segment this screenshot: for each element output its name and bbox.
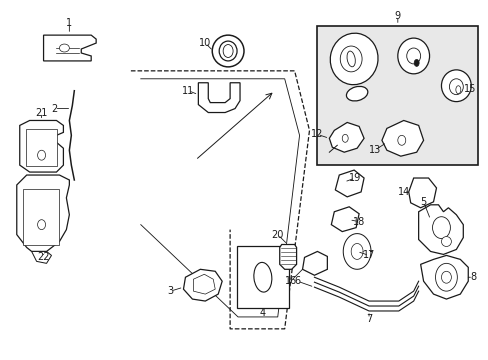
Text: 16: 16 — [284, 276, 296, 286]
Polygon shape — [20, 121, 63, 172]
Polygon shape — [335, 170, 364, 197]
Text: 20: 20 — [271, 230, 284, 239]
FancyBboxPatch shape — [317, 26, 477, 165]
Polygon shape — [302, 251, 326, 275]
FancyBboxPatch shape — [237, 247, 288, 308]
Polygon shape — [17, 175, 69, 251]
Ellipse shape — [223, 45, 233, 58]
Text: 11: 11 — [182, 86, 194, 96]
Text: 19: 19 — [348, 173, 361, 183]
Ellipse shape — [219, 41, 237, 61]
Polygon shape — [328, 122, 364, 152]
Ellipse shape — [455, 86, 460, 94]
FancyBboxPatch shape — [26, 129, 57, 166]
Text: 2: 2 — [51, 104, 58, 113]
Polygon shape — [331, 207, 358, 231]
Ellipse shape — [329, 33, 377, 85]
Polygon shape — [198, 83, 240, 113]
Text: 8: 8 — [469, 272, 475, 282]
Polygon shape — [32, 251, 51, 264]
Text: 1: 1 — [66, 18, 72, 28]
Polygon shape — [43, 35, 96, 61]
Polygon shape — [408, 178, 436, 208]
Text: 3: 3 — [167, 286, 173, 296]
Ellipse shape — [406, 48, 420, 64]
Text: 18: 18 — [352, 217, 365, 227]
Text: 14: 14 — [397, 187, 409, 197]
Text: 4: 4 — [259, 308, 265, 318]
Text: 22: 22 — [37, 252, 50, 262]
Text: 9: 9 — [394, 11, 400, 21]
Ellipse shape — [397, 38, 428, 74]
Ellipse shape — [212, 35, 244, 67]
Text: 15: 15 — [463, 84, 475, 94]
Ellipse shape — [253, 262, 271, 292]
Text: 5: 5 — [420, 197, 426, 207]
Ellipse shape — [38, 150, 45, 160]
Ellipse shape — [413, 59, 418, 66]
Polygon shape — [193, 274, 215, 294]
Ellipse shape — [38, 220, 45, 230]
Ellipse shape — [441, 237, 450, 247]
Text: 10: 10 — [199, 38, 211, 48]
Polygon shape — [279, 244, 296, 269]
Polygon shape — [183, 269, 222, 301]
Polygon shape — [381, 121, 423, 156]
Ellipse shape — [346, 86, 367, 101]
Ellipse shape — [441, 70, 470, 102]
Text: 13: 13 — [368, 145, 380, 155]
Text: 12: 12 — [310, 129, 323, 139]
Text: 21: 21 — [35, 108, 48, 117]
Text: 6: 6 — [294, 276, 300, 286]
Ellipse shape — [441, 271, 450, 283]
Ellipse shape — [60, 44, 69, 52]
Text: 7: 7 — [365, 314, 371, 324]
Ellipse shape — [397, 135, 405, 145]
Ellipse shape — [432, 217, 449, 239]
Ellipse shape — [448, 79, 462, 95]
Polygon shape — [420, 255, 468, 299]
Ellipse shape — [435, 264, 456, 291]
Ellipse shape — [340, 46, 361, 72]
Ellipse shape — [346, 51, 355, 67]
FancyBboxPatch shape — [22, 189, 60, 246]
Ellipse shape — [342, 134, 347, 142]
Polygon shape — [418, 205, 462, 255]
Text: 17: 17 — [362, 251, 374, 260]
